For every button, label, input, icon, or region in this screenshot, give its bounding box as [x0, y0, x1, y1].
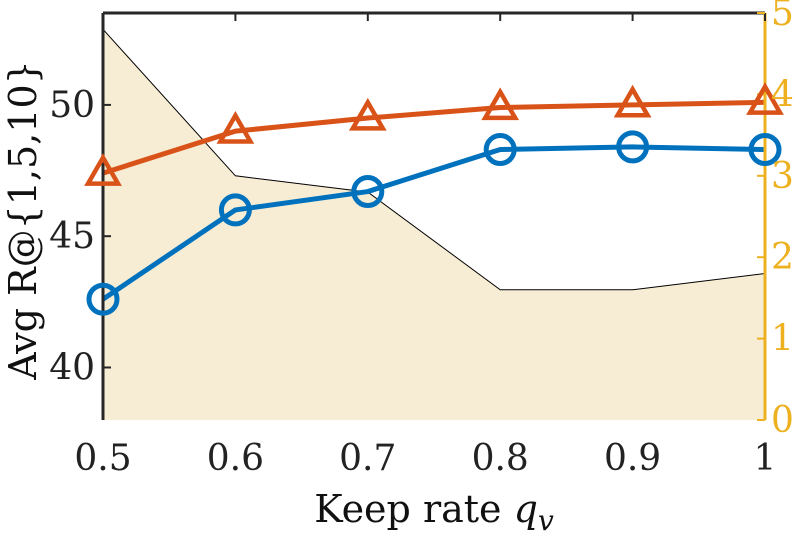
area-series-fill [103, 29, 765, 421]
triangle-series-line [102, 99, 766, 176]
x-tick-label: 0.6 [207, 438, 264, 479]
triangle-marker [481, 87, 520, 121]
circle-marker [483, 133, 517, 167]
triangle-marker [746, 82, 784, 115]
circle-marker [218, 193, 252, 227]
y-tick-label: 45 [49, 216, 95, 257]
area-layer [102, 28, 766, 421]
circle-marker [616, 130, 650, 164]
marker-layer [84, 82, 784, 316]
triangle-marker [84, 153, 122, 186]
x-axis-title-sub: v [538, 504, 554, 537]
area-series-edge [102, 28, 766, 291]
y2-tick-label: 1 [771, 319, 794, 360]
y-axis-title: Avg R@{1,5,10} [1, 60, 45, 381]
x-axis-title-var: q [514, 487, 538, 531]
y2-tick-label: 5 [771, 0, 794, 34]
triangle-marker [613, 84, 652, 118]
axis-layer [101, 11, 767, 421]
y2-tick-label: 3 [771, 156, 794, 197]
y-tick-label: 50 [49, 85, 95, 126]
x-tick-label: 0.9 [604, 438, 661, 479]
circle-series-line [101, 144, 766, 302]
y-tick-label: 40 [49, 347, 95, 388]
y2-tick-label: 4 [771, 74, 794, 115]
circle-marker [351, 175, 385, 209]
triangle-marker [348, 97, 387, 131]
x-axis-title: Keep rate qv [314, 487, 554, 537]
y2-tick-label: 2 [771, 237, 794, 278]
triangle-marker [216, 111, 255, 144]
line-layer [101, 99, 766, 302]
x-tick-label: 1 [754, 438, 777, 479]
y2-tick-label: 0 [771, 400, 794, 441]
x-tick-label: 0.8 [472, 438, 529, 479]
x-axis-title-text: Keep rate [314, 487, 513, 531]
x-tick-label: 0.7 [339, 438, 396, 479]
x-tick-label: 0.5 [74, 438, 131, 479]
circle-marker [86, 282, 120, 316]
circle-marker [748, 133, 782, 167]
